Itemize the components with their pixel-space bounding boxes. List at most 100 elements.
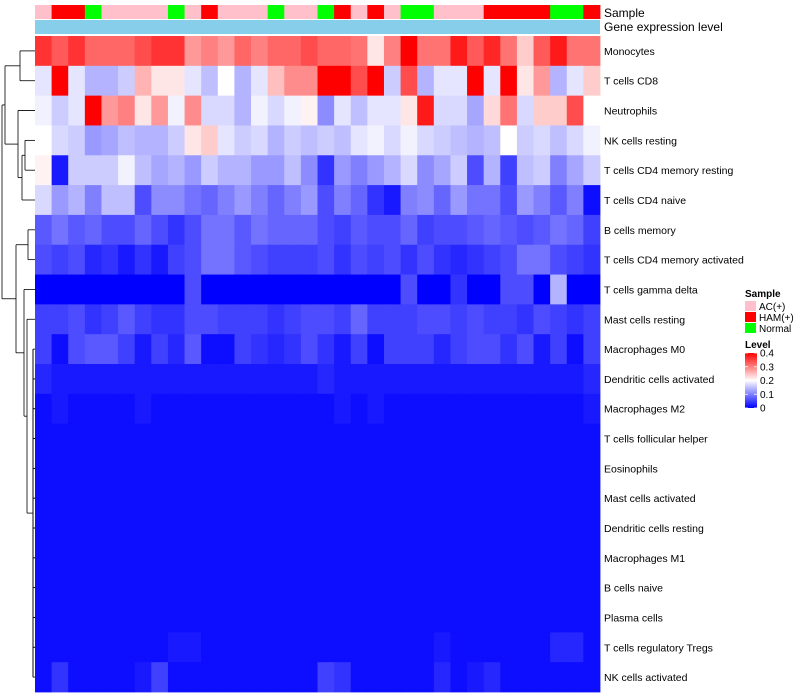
heatmap-cell [184,602,202,633]
sample-annotation-cell [284,5,302,19]
heatmap-cell [516,244,534,275]
heatmap-cell [483,244,501,275]
row-label: Neutrophils [604,106,657,118]
sample-annotation-cell [400,5,418,19]
heatmap-cell [167,36,185,67]
legend-tick-label: 0 [760,404,766,415]
heatmap-cell [350,185,368,216]
heatmap-cell [417,393,435,425]
heatmap-cell [516,334,534,365]
heatmap-cell [151,423,169,454]
heatmap-cell [533,155,551,186]
heatmap-cell [566,364,584,395]
heatmap-cell [367,36,385,67]
heatmap-cell [35,274,53,305]
heatmap-cell [350,662,368,693]
heatmap-cell [51,364,69,395]
heatmap-cell [134,95,152,126]
heatmap-cell [134,304,152,335]
heatmap-cell [317,393,335,425]
heatmap-cell [417,453,435,484]
heatmap-cell [284,662,302,693]
heatmap-cell [566,393,584,425]
heatmap-cell [516,513,534,544]
heatmap-cell [383,65,401,97]
heatmap-cell [101,364,119,395]
heatmap-cell [500,453,518,484]
heatmap-cell [367,423,385,454]
sample-annotation-cell [367,5,385,19]
legend-sample-title: Sample [745,289,781,300]
heatmap-cell [433,542,451,574]
heatmap-cell [500,393,518,425]
heatmap-cell [267,125,285,156]
heatmap-cell [550,632,568,663]
heatmap-cell [251,244,269,275]
heatmap-cell [184,513,202,544]
heatmap-cell [334,244,352,275]
heatmap-cell [68,155,86,186]
heatmap-cell [68,602,86,633]
heatmap-cell [167,393,185,425]
heatmap-cell [417,364,435,395]
heatmap-cell [566,334,584,365]
heatmap-cell [500,274,518,305]
heatmap-cell [201,632,219,663]
heatmap-cell [284,632,302,663]
row-label: Monocytes [604,46,655,58]
legend-tick-label: 0.4 [760,349,774,360]
heatmap-cell [350,542,368,574]
heatmap-cell [251,185,269,216]
heatmap-cell [35,423,53,454]
heatmap-cell [300,662,318,693]
heatmap-cell [84,542,102,574]
heatmap-cell [284,155,302,186]
heatmap-cell [417,572,435,603]
heatmap-cell [334,36,352,67]
heatmap-cell [35,334,53,365]
heatmap-cell [118,214,136,246]
heatmap-cell [267,304,285,335]
heatmap-cell [234,36,252,67]
heatmap-cell [433,36,451,67]
heatmap-cell [217,423,235,454]
heatmap-cell [35,214,53,246]
heatmap-cell [51,95,69,126]
heatmap-cell [317,632,335,663]
heatmap-cell [68,513,86,544]
heatmap-cell [251,364,269,395]
heatmap-cell [583,602,601,633]
heatmap-cell [35,36,53,67]
heatmap-cell [35,513,53,544]
heatmap-cell [334,453,352,484]
heatmap-cell [300,632,318,663]
heatmap-cell [134,125,152,156]
heatmap-cell [84,513,102,544]
heatmap-cell [151,304,169,335]
heatmap-cell [516,36,534,67]
heatmap-cell [201,453,219,484]
sample-annotation-cell [267,5,285,19]
heatmap-cell [533,393,551,425]
heatmap-cell [450,185,468,216]
heatmap-cell [151,214,169,246]
heatmap-cell [151,662,169,693]
heatmap-cell [101,542,119,574]
heatmap-cell [400,214,418,246]
heatmap-cell [516,155,534,186]
heatmap-cell [184,334,202,365]
heatmap-cell [251,453,269,484]
heatmap-cell [68,125,86,156]
heatmap-cell [35,393,53,425]
heatmap-cell [583,214,601,246]
heatmap-cell [118,274,136,305]
sample-annotation-cell [450,5,468,19]
sample-annotation-cell [334,5,352,19]
heatmap-cell [583,185,601,216]
heatmap-cell [217,602,235,633]
heatmap-cell [68,632,86,663]
heatmap-cell [483,423,501,454]
heatmap-cell [284,36,302,67]
heatmap-cell [350,483,368,514]
heatmap-cell [483,513,501,544]
